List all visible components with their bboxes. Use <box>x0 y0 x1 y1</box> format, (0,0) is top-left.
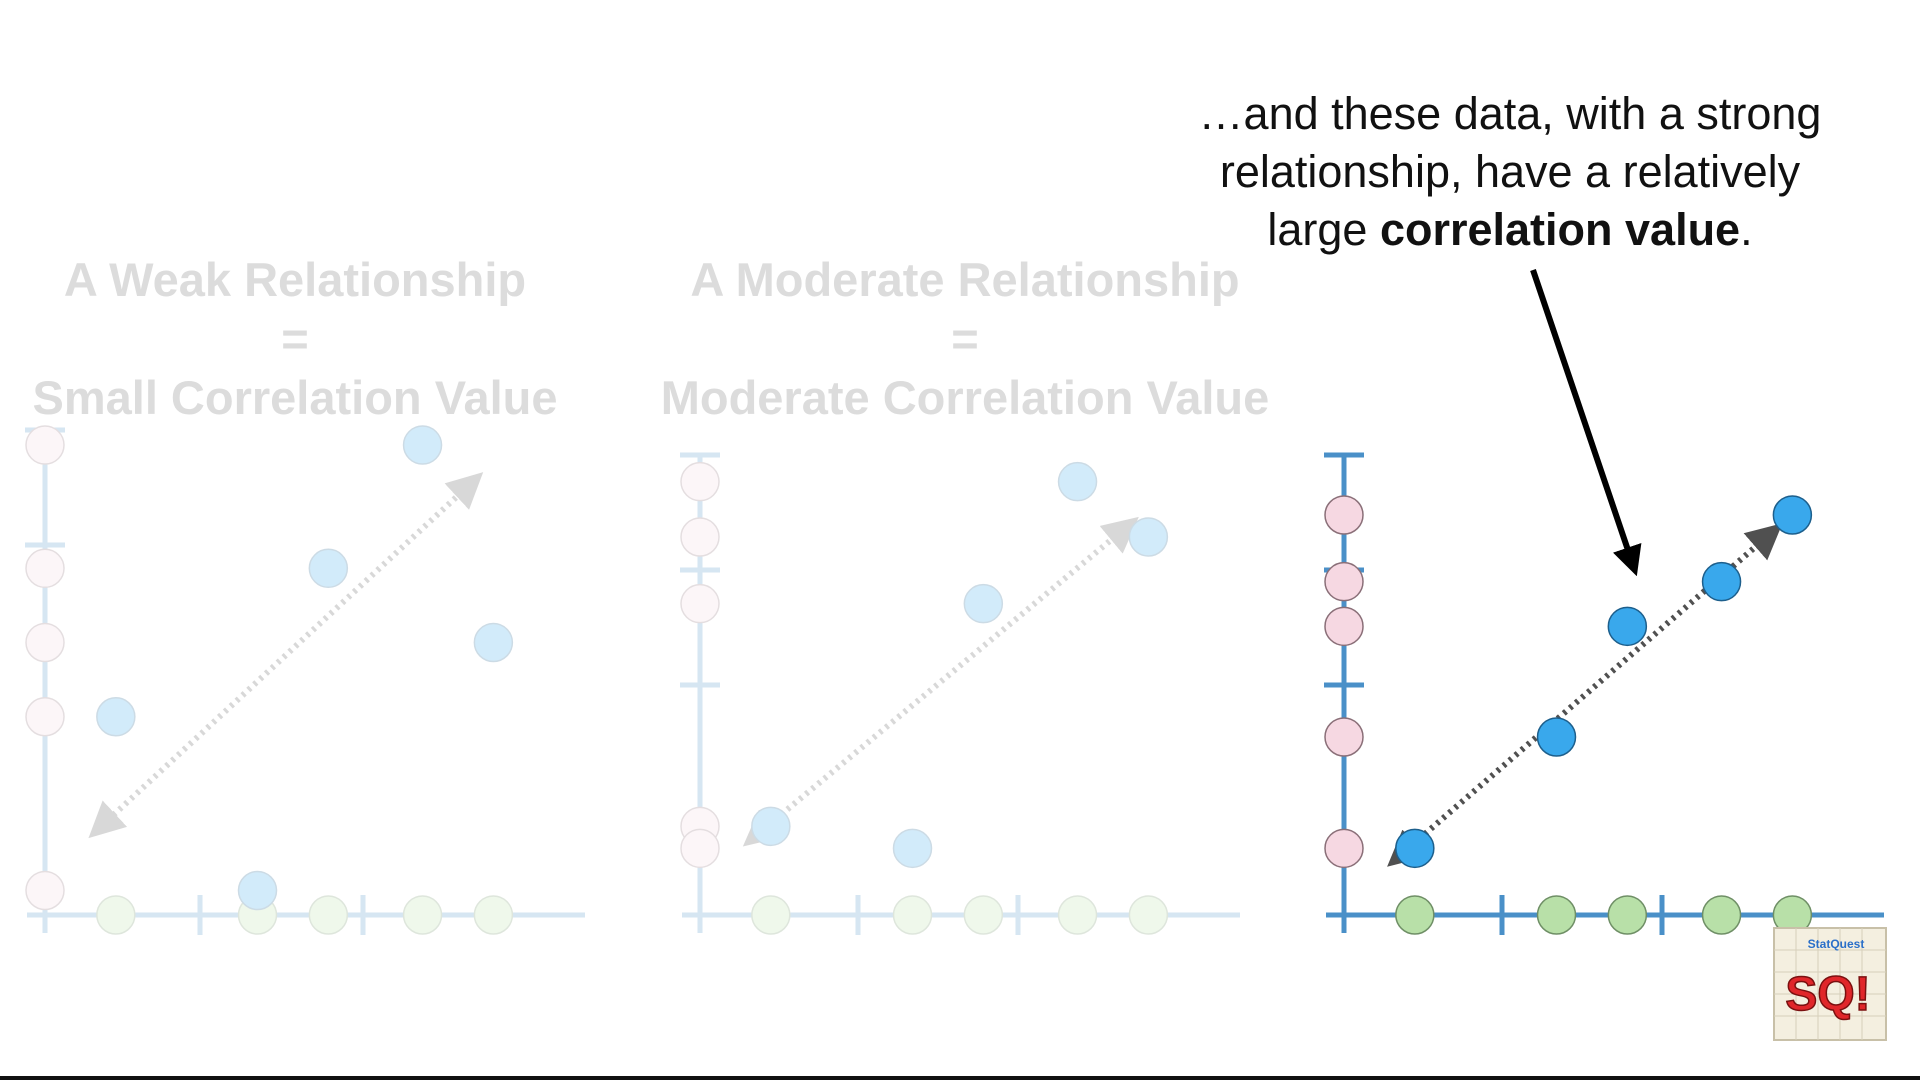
data-point <box>1057 461 1098 502</box>
y-marginal-point <box>680 517 720 557</box>
weak-relationship-title: A Weak Relationship = Small Correlation … <box>0 250 590 427</box>
data-point <box>402 425 443 465</box>
strong-relationship-caption: …and these data, with a strong relations… <box>1140 85 1880 259</box>
x-marginal-point <box>751 895 791 935</box>
data-point <box>1536 717 1577 757</box>
data-point <box>237 870 278 911</box>
data-point <box>1128 517 1169 557</box>
x-marginal-point <box>1057 895 1098 935</box>
data-point <box>751 806 791 847</box>
y-marginal-point <box>680 828 720 869</box>
x-marginal-point <box>308 895 349 935</box>
y-marginal-point <box>680 461 720 502</box>
x-marginal-point <box>1128 895 1169 935</box>
x-marginal-point <box>1395 895 1435 935</box>
y-marginal-point <box>1324 717 1364 757</box>
x-marginal-point <box>96 895 136 935</box>
weak-title-line2: Small Correlation Value <box>32 371 558 424</box>
data-point <box>96 697 136 737</box>
y-marginal-point <box>1324 606 1364 647</box>
caption-line2: relationship, have a relatively <box>1219 146 1801 197</box>
x-marginal-point <box>963 895 1004 935</box>
caption-line1: …and these data, with a strong <box>1198 88 1822 139</box>
scatter-plot-1 <box>25 425 585 935</box>
moderate-title-equals: = <box>951 312 979 365</box>
y-marginal-point <box>1324 561 1364 602</box>
caption-line3-bold: correlation value <box>1379 204 1741 255</box>
data-point <box>892 828 933 869</box>
y-marginal-point <box>1324 828 1364 869</box>
y-marginal-point <box>25 622 65 663</box>
caption-line3-suffix: . <box>1740 204 1753 255</box>
x-marginal-point <box>473 895 514 935</box>
data-point <box>1772 495 1813 535</box>
data-point <box>473 622 514 663</box>
data-point <box>1607 606 1648 647</box>
caption-line3-prefix: large <box>1267 204 1380 255</box>
y-marginal-point <box>680 583 720 624</box>
moderate-relationship-title: A Moderate Relationship = Moderate Corre… <box>640 250 1290 427</box>
data-point <box>1395 828 1435 869</box>
x-marginal-point <box>892 895 933 935</box>
data-point <box>308 548 349 589</box>
scatter-plot-2 <box>680 452 1240 935</box>
scatter-plot-3 <box>1324 452 1884 935</box>
pointer-arrow-layer <box>1530 269 1642 577</box>
y-marginal-point <box>1324 495 1364 535</box>
x-marginal-point <box>1701 895 1742 935</box>
y-marginal-point <box>25 697 65 737</box>
y-marginal-point <box>25 425 65 465</box>
statquest-logo: StatQuest SQ! <box>1773 927 1887 1041</box>
moderate-title-line1: A Moderate Relationship <box>690 253 1240 306</box>
data-point <box>1701 561 1742 602</box>
caption-line3: large correlation value. <box>1140 201 1880 259</box>
x-marginal-point <box>1607 895 1648 935</box>
y-marginal-point <box>680 806 720 847</box>
x-marginal-point <box>237 895 278 935</box>
trend-arrow <box>88 472 484 839</box>
x-marginal-point <box>1536 895 1577 935</box>
weak-title-line1: A Weak Relationship <box>63 253 527 306</box>
trend-arrow <box>742 516 1139 847</box>
y-marginal-point <box>25 870 65 911</box>
trend-arrow <box>1387 523 1783 867</box>
logo-small-text: StatQuest <box>1808 937 1865 951</box>
moderate-title-line2: Moderate Correlation Value <box>660 371 1270 424</box>
weak-title-equals: = <box>281 312 309 365</box>
x-marginal-point <box>402 895 443 935</box>
y-marginal-point <box>25 548 65 589</box>
pointer-arrow <box>1530 269 1642 577</box>
data-point <box>963 583 1004 624</box>
bottom-edge-bar <box>0 1076 1920 1080</box>
logo-main-text: SQ! <box>1785 968 1870 1021</box>
